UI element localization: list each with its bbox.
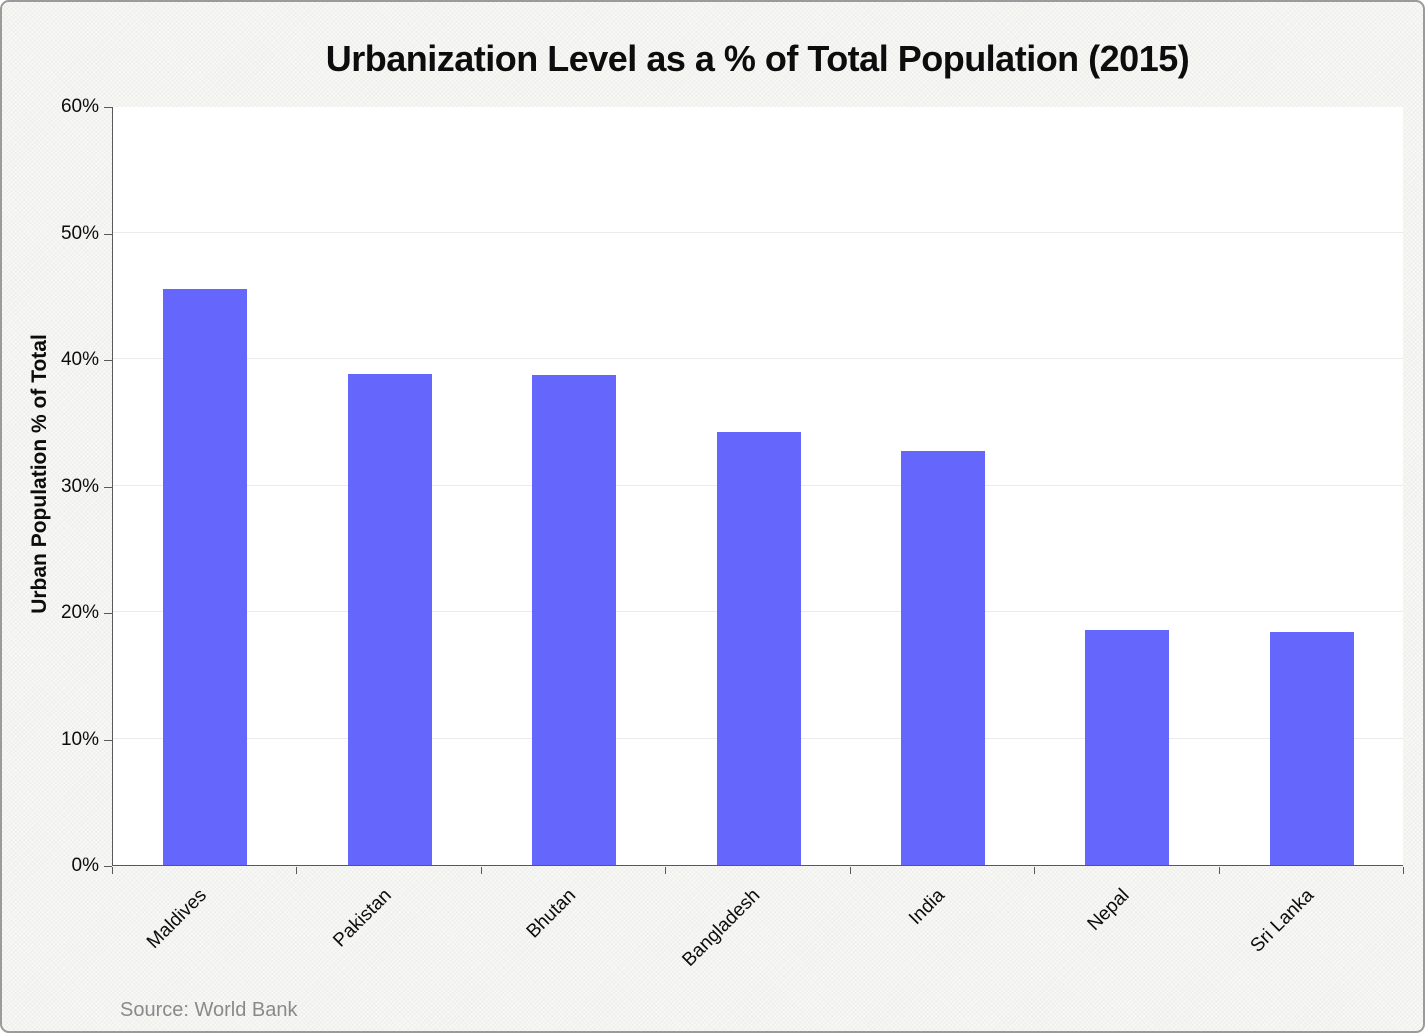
y-tick-label-60: 60% bbox=[60, 96, 99, 117]
y-tick-mark-0 bbox=[104, 866, 112, 867]
x-tick-mark-6 bbox=[1218, 867, 1220, 874]
chart-title: Urbanization Level as a % of Total Popul… bbox=[325, 38, 1190, 79]
bar-india bbox=[900, 451, 985, 865]
gridline-40 bbox=[113, 358, 1403, 359]
bar-bhutan bbox=[532, 375, 617, 865]
x-label-text: Maldives bbox=[143, 885, 212, 953]
y-tick-mark-10 bbox=[104, 739, 112, 741]
x-tick-mark-1 bbox=[296, 867, 298, 874]
y-tick-label-20: 20% bbox=[60, 602, 99, 623]
y-tick-mark-50 bbox=[104, 233, 112, 235]
y-axis-title: Urban Population % of Total bbox=[28, 334, 51, 614]
plot-area bbox=[112, 107, 1403, 866]
x-label-text: India bbox=[904, 885, 949, 929]
x-label-text: Sri Lanka bbox=[1246, 885, 1318, 957]
y-tick-mark-20 bbox=[104, 613, 112, 614]
y-tick-label-50: 50% bbox=[60, 222, 99, 244]
x-label-text: Nepal bbox=[1083, 885, 1134, 935]
bar-nepal bbox=[1085, 629, 1170, 865]
x-label-text: Bangladesh bbox=[678, 885, 765, 971]
bar-maldives bbox=[163, 289, 248, 865]
bar-pakistan bbox=[347, 374, 432, 865]
x-tick-mark-5 bbox=[1034, 867, 1036, 874]
y-tick-label-30: 30% bbox=[60, 475, 99, 497]
y-tick-label-10: 10% bbox=[60, 728, 99, 750]
y-tick-label-40: 40% bbox=[60, 349, 99, 370]
y-tick-mark-40 bbox=[104, 360, 112, 361]
source-note: Source: World Bank bbox=[120, 999, 298, 1021]
x-label-text: Pakistan bbox=[329, 885, 396, 952]
gridline-50 bbox=[113, 231, 1403, 233]
x-tick-mark-0 bbox=[112, 867, 113, 874]
x-tick-mark-7 bbox=[1403, 867, 1404, 874]
y-tick-mark-60 bbox=[104, 107, 112, 108]
x-tick-mark-4 bbox=[849, 867, 851, 874]
bar-sri-lanka bbox=[1269, 632, 1354, 865]
bar-bangladesh bbox=[716, 432, 801, 865]
x-label-text: Bhutan bbox=[522, 885, 580, 943]
x-tick-mark-3 bbox=[665, 867, 667, 874]
x-tick-mark-2 bbox=[480, 867, 482, 874]
y-tick-label-0: 0% bbox=[71, 855, 99, 876]
y-tick-mark-30 bbox=[104, 486, 112, 488]
